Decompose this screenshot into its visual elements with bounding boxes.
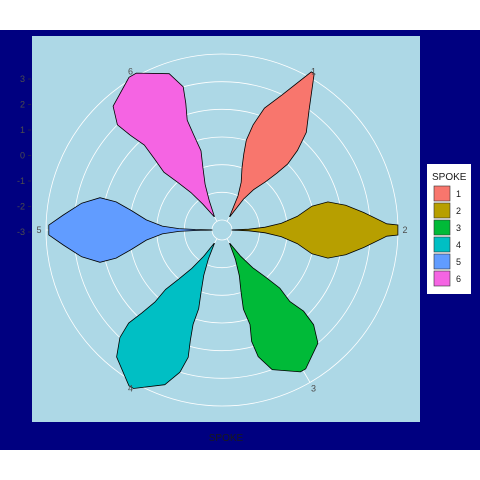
y-tick-label: 0 <box>20 151 25 161</box>
legend-label-2: 2 <box>456 206 461 216</box>
legend-key-1 <box>434 186 450 201</box>
legend-label-1: 1 <box>456 189 461 199</box>
legend-label-5: 5 <box>456 257 461 267</box>
legend-title: SPOKE <box>432 172 467 183</box>
y-tick-label: -2 <box>17 202 25 212</box>
y-tick-label: -1 <box>17 176 25 186</box>
legend-label-3: 3 <box>456 223 461 233</box>
legend-label-4: 4 <box>456 240 461 250</box>
y-tick-label: -3 <box>17 227 25 237</box>
legend-label-6: 6 <box>456 274 461 284</box>
spoke-label: 2 <box>402 225 407 235</box>
legend-key-3 <box>434 220 450 235</box>
legend-key-5 <box>434 254 450 269</box>
spoke-label: 1 <box>311 67 316 77</box>
legend: SPOKE 1 2 3 4 5 6 <box>427 164 471 294</box>
spoke-label: 6 <box>128 67 133 77</box>
y-tick-label: 1 <box>20 125 25 135</box>
y-tick-label: 2 <box>20 100 25 110</box>
spoke-label: 5 <box>36 225 41 235</box>
x-axis-title: SPOKE <box>209 433 244 444</box>
y-tick-label: 3 <box>20 74 25 84</box>
legend-key-4 <box>434 237 450 252</box>
spoke-label: 3 <box>311 383 316 393</box>
legend-key-2 <box>434 203 450 218</box>
legend-key-6 <box>434 271 450 286</box>
spoke-label: 4 <box>128 383 133 393</box>
